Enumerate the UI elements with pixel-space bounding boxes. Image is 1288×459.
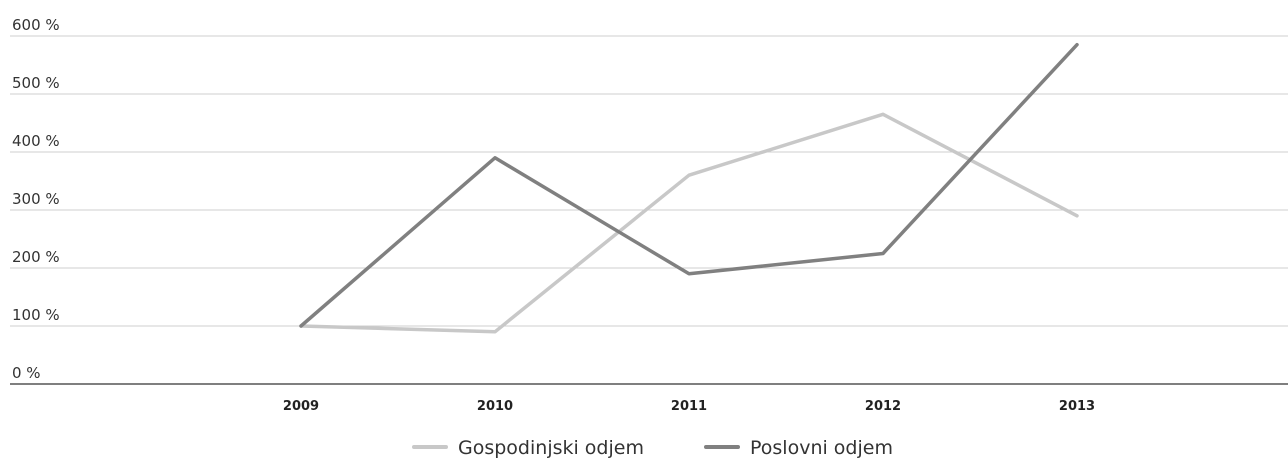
legend-item: Poslovni odjem bbox=[704, 437, 893, 459]
y-tick-label: 300 % bbox=[12, 190, 60, 208]
y-tick-label: 0 % bbox=[12, 364, 41, 382]
y-axis-ticks: 0 % 100 % 200 % 300 % 400 % 500 % 600 % bbox=[12, 16, 60, 382]
grid-lines bbox=[10, 35, 1288, 385]
y-tick-label: 600 % bbox=[12, 16, 60, 34]
series-line-gospodinjski-odjem bbox=[299, 112, 1079, 334]
x-axis-ticks: 2009 2010 2011 2012 2013 bbox=[283, 399, 1095, 414]
y-tick-label: 500 % bbox=[12, 74, 60, 92]
x-tick-label: 2010 bbox=[477, 399, 513, 414]
legend-label: Poslovni odjem bbox=[750, 437, 893, 459]
x-tick-label: 2013 bbox=[1059, 399, 1095, 414]
legend: Gospodinjski odjem Poslovni odjem bbox=[412, 437, 893, 459]
series-line-poslovni-odjem bbox=[299, 42, 1079, 328]
y-tick-label: 400 % bbox=[12, 132, 60, 150]
y-tick-label: 200 % bbox=[12, 248, 60, 266]
legend-label: Gospodinjski odjem bbox=[458, 437, 644, 459]
x-tick-label: 2012 bbox=[865, 399, 901, 414]
legend-item: Gospodinjski odjem bbox=[412, 437, 644, 459]
y-tick-label: 100 % bbox=[12, 306, 60, 324]
x-tick-label: 2011 bbox=[671, 399, 707, 414]
x-tick-label: 2009 bbox=[283, 399, 319, 414]
series-lines bbox=[299, 42, 1079, 334]
